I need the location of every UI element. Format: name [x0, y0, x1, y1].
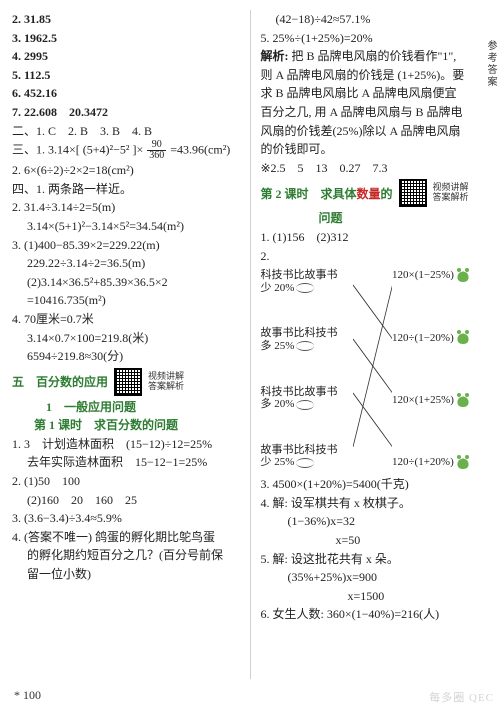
flourish-icon — [296, 341, 314, 351]
list-item: 2. 31.4÷3.14÷2=5(m) — [12, 198, 244, 217]
explain-line: 风扇的价钱差(25%)除以 A 品牌电风扇 — [261, 122, 493, 141]
match-right-col: 120×(1−25%) 120÷(1−20%) 120×(1+25%) 120÷… — [392, 269, 492, 469]
matching-diagram: 科技书比故事书少 20% 故事书比科技书多 25% 科技书比故事书多 20% 故… — [261, 269, 493, 469]
q4-line2: 的孵化期约短百分之几？(百分号前保 — [12, 546, 244, 565]
section-4-head: 四、1. 两条路一样近。 — [12, 180, 244, 199]
explain-line: 解析: 把 B 品牌电风扇的价钱看作"1", — [261, 47, 493, 66]
lesson-2-row: 第 2 课时 求具体数量的 视频讲解答案解析 — [261, 179, 493, 207]
rq4c: x=50 — [261, 531, 493, 550]
list-item: 4. 70厘米=0.7米 — [12, 310, 244, 329]
list-item: 3. 1962.5 — [12, 29, 244, 48]
rq5b: (35%+25%)x=900 — [261, 568, 493, 587]
text: 120×(1+25%) — [392, 394, 454, 406]
text: 第 2 课时 求具体 — [261, 187, 357, 201]
list-item: 5. 25%÷(1+25%)=20% — [261, 29, 493, 48]
q1-line1: 1. 3 计划造林面积 (15−12)÷12=25% — [12, 435, 244, 454]
list-item: 229.22÷3.14÷2=36.5(m) — [12, 254, 244, 273]
explain-line: 百分之几, 用 A 品牌电风扇与 B 品牌电 — [261, 103, 493, 122]
rq4a: 4. 解: 设军棋共有 x 枚棋子。 — [261, 494, 493, 513]
list-item: 6594÷219.8≈30(分) — [12, 347, 244, 366]
match-right-item: 120÷(1−20%) — [392, 332, 492, 345]
page-number: * 100 — [14, 688, 41, 703]
flourish-icon — [296, 283, 314, 293]
section-2: 二、1. C 2. B 3. B 4. B — [12, 122, 244, 141]
q3-line: 3. (3.6−3.4)÷3.4≈5.9% — [12, 509, 244, 528]
q2-line1: 2. (1)50 100 — [12, 472, 244, 491]
q4-line1: 4. (答案不唯一) 鸽蛋的孵化期比鸵鸟蛋 — [12, 528, 244, 547]
left-column: 2. 31.85 3. 1962.5 4. 2995 5. 112.5 6. 4… — [12, 10, 251, 679]
lesson-2-title: 第 2 课时 求具体数量的 — [261, 185, 393, 202]
list-item: 6. 452.16 — [12, 84, 244, 103]
rq6: 6. 女生人数: 360×(1−40%)=216(人) — [261, 605, 493, 624]
frog-icon — [456, 457, 470, 469]
section-3-line1: 三、1. 3.14×[ (5+4)²−5² ]× 90 360 =43.96(c… — [12, 140, 244, 161]
explain-label: 解析: — [261, 49, 289, 63]
explain-line: 求 B 品牌电风扇比 A 品牌电风扇便宜 — [261, 84, 493, 103]
match-right-item: 120×(1+25%) — [392, 394, 492, 407]
page-root: 2. 31.85 3. 1962.5 4. 2995 5. 112.5 6. 4… — [0, 0, 500, 709]
watermark: 每多圈 QEC — [429, 689, 494, 705]
rq5a: 5. 解: 设这批花共有 x 朵。 — [261, 550, 493, 569]
rq4b: (1−36%)x=32 — [261, 512, 493, 531]
explain-line: 的价钱即可。 — [261, 140, 493, 159]
match-lines — [353, 269, 393, 469]
text: 120÷(1+20%) — [392, 456, 454, 468]
match-left-item: 科技书比故事书少 20% — [261, 269, 353, 294]
rq2: 2. — [261, 247, 493, 266]
section-3-line2: 2. 6×(6÷2)÷2×2=18(cm²) — [12, 161, 244, 180]
match-right-item: 120÷(1+20%) — [392, 456, 492, 469]
chapter-5-row: 五 百分数的应用 视频讲解答案解析 — [12, 368, 244, 396]
rq3: 3. 4500×(1+20%)=5400(千克) — [261, 475, 493, 494]
text-red: 数量 — [357, 187, 381, 201]
qr-code-icon — [114, 368, 142, 396]
list-item: 3. (1)400−85.39×2=229.22(m) — [12, 236, 244, 255]
explain-line: 则 A 品牌电风扇的价钱是 (1+25%)。要 — [261, 66, 493, 85]
list-item: 2. 31.85 — [12, 10, 244, 29]
q4-line3: 留一位小数) — [12, 565, 244, 584]
fraction: 90 360 — [147, 140, 166, 161]
match-left-col: 科技书比故事书少 20% 故事书比科技书多 25% 科技书比故事书多 20% 故… — [261, 269, 353, 469]
sidebar-label: 参考答案 — [484, 40, 498, 88]
frog-icon — [456, 332, 470, 344]
chapter-5-title: 五 百分数的应用 — [12, 373, 108, 390]
flourish-icon — [296, 400, 314, 410]
list-item: 7. 22.608 20.3472 — [12, 103, 244, 122]
match-left-item: 科技书比故事书多 20% — [261, 386, 353, 411]
rq1: 1. (1)156 (2)312 — [261, 228, 493, 247]
lesson-1-title: 第 1 课时 求百分数的问题 — [12, 416, 244, 435]
list-item: 3.14×0.7×100=219.8(米) — [12, 329, 244, 348]
list-item: (2)3.14×36.5²+85.39×36.5×2 — [12, 273, 244, 292]
q1-line2: 去年实际造林面积 15−12−1=25% — [12, 453, 244, 472]
text: 120÷(1−20%) — [392, 332, 454, 344]
rq5c: x=1500 — [261, 587, 493, 606]
match-left-item: 故事书比科技书少 25% — [261, 444, 353, 469]
qr-label: 视频讲解答案解析 — [148, 372, 184, 392]
list-item: =10416.735(m²) — [12, 291, 244, 310]
list-item: 3.14×(5+1)²−3.14×5²=34.54(m²) — [12, 217, 244, 236]
star-line: ※2.5 5 13 0.27 7.3 — [261, 159, 493, 178]
match-left-item: 故事书比科技书多 25% — [261, 327, 353, 352]
qr-label: 视频讲解答案解析 — [433, 183, 469, 203]
list-item: (42−18)÷42≈57.1% — [261, 10, 493, 29]
text: 的 — [381, 187, 393, 201]
frog-icon — [456, 395, 470, 407]
text: 三、1. 3.14×[ (5+4)²−5² ]× — [12, 142, 143, 156]
list-item: 4. 2995 — [12, 47, 244, 66]
text: 120×(1−25%) — [392, 269, 454, 281]
text: =43.96(cm²) — [170, 142, 230, 156]
flourish-icon — [296, 458, 314, 468]
fraction-den: 360 — [147, 151, 166, 161]
list-item: 5. 112.5 — [12, 66, 244, 85]
lesson-2-sub: 问题 — [261, 209, 493, 228]
match-right-item: 120×(1−25%) — [392, 269, 492, 282]
chapter-5-sub: 1 一般应用问题 — [12, 398, 244, 417]
right-column: (42−18)÷42≈57.1% 5. 25%÷(1+25%)=20% 解析: … — [251, 10, 493, 679]
qr-code-icon — [399, 179, 427, 207]
q2-line2: (2)160 20 160 25 — [12, 491, 244, 510]
text: 把 B 品牌电风扇的价钱看作"1", — [292, 49, 457, 63]
frog-icon — [456, 270, 470, 282]
